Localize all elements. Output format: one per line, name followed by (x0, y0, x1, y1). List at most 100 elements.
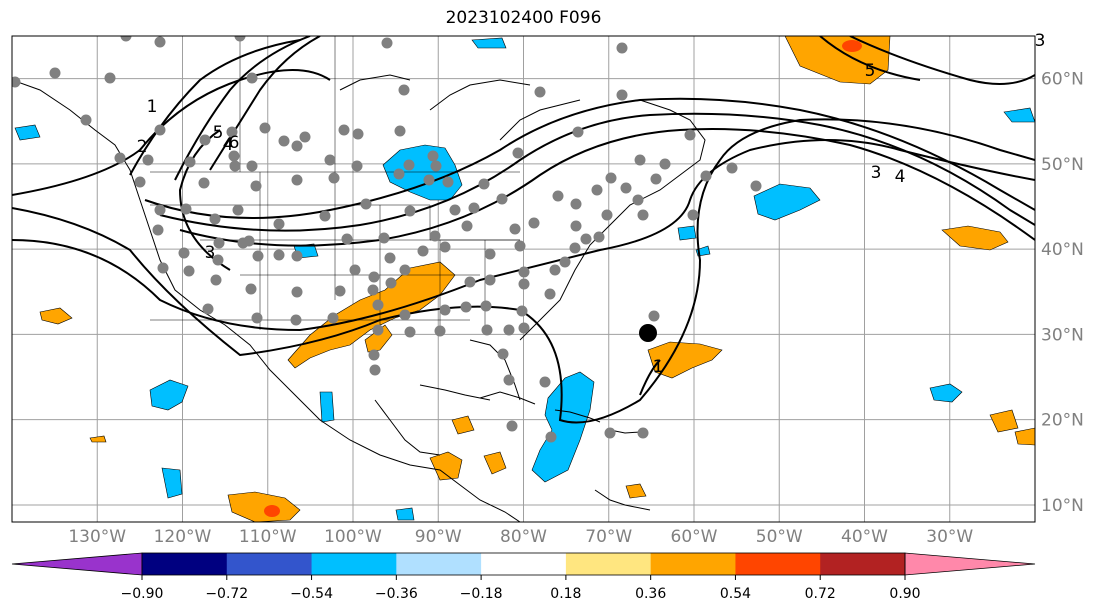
station-dot (199, 134, 211, 146)
station-dot (518, 322, 530, 334)
station-dot (212, 254, 224, 266)
station-dot (417, 245, 429, 257)
station-dot (423, 174, 435, 186)
station-dot (442, 176, 454, 188)
station-dot (368, 271, 380, 283)
station-dot (637, 209, 649, 221)
station-dot (229, 160, 241, 172)
latitude-tick-label: 40°N (1041, 240, 1084, 260)
station-dot (591, 184, 603, 196)
station-dot (506, 420, 518, 432)
station-dot (245, 283, 257, 295)
colorbar-segment (565, 553, 652, 575)
contour-value-label: 1 (147, 97, 158, 117)
station-dot (299, 131, 311, 143)
station-dot (273, 249, 285, 261)
station-dot (604, 427, 616, 439)
station-dot (142, 154, 154, 166)
station-dot (232, 204, 244, 216)
station-dot (178, 247, 190, 259)
station-dot (509, 223, 521, 235)
contour-value-label: 5 (213, 123, 224, 143)
station-dot (152, 224, 164, 236)
longitude-tick-label: 40°W (841, 527, 888, 547)
colorbar-segment (396, 553, 482, 575)
longitude-tick-label: 50°W (756, 527, 803, 547)
station-dot (439, 241, 451, 253)
station-dot (291, 174, 303, 186)
station-dot (334, 285, 346, 297)
strong-anomaly-regions (264, 40, 862, 517)
colorbar: −0.90 −0.72 −0.54 −0.36 −0.18 0.18 0.36 0.54 0.7… (11, 552, 1036, 602)
station-dot (632, 194, 644, 206)
station-dot (338, 124, 350, 136)
contour-value-label: 3 (205, 243, 216, 263)
colorbar-tick-label: −0.72 (205, 586, 248, 602)
station-dot (637, 427, 649, 439)
map-frame (11, 35, 1036, 523)
station-dot (593, 231, 605, 243)
station-dot (427, 150, 439, 162)
station-dot (570, 198, 582, 210)
station-dot (616, 42, 628, 54)
station-dot (404, 326, 416, 338)
station-dot (184, 156, 196, 168)
station-dot (545, 431, 557, 443)
station-dot (228, 150, 240, 162)
station-dot (659, 158, 671, 170)
station-dot (273, 218, 285, 230)
station-dot (601, 209, 613, 221)
colorbar-tick-label: 0.54 (720, 586, 751, 602)
station-dot (234, 36, 246, 42)
station-dot (80, 114, 92, 126)
latitude-tick-label: 30°N (1041, 325, 1084, 345)
station-dot (372, 299, 384, 311)
station-dot (183, 265, 195, 277)
longitude-tick-label: 110°W (239, 527, 297, 547)
station-dot (243, 235, 255, 247)
colorbar-tick-label: −0.54 (290, 586, 333, 602)
station-dot (246, 72, 258, 84)
station-dot (726, 162, 738, 174)
contour-value-label: 5 (865, 61, 876, 81)
latitude-tick-label: 60°N (1041, 70, 1084, 90)
contour-lines (12, 36, 1035, 424)
colorbar-segment (650, 553, 736, 575)
station-dot (503, 324, 515, 336)
station-dot (559, 256, 571, 268)
station-dot (539, 376, 551, 388)
station-dot (534, 86, 546, 98)
station-dot (687, 209, 699, 221)
station-dot (480, 300, 492, 312)
station-dot (12, 76, 21, 88)
station-dot (399, 264, 411, 276)
longitude-tick-label: 60°W (671, 527, 718, 547)
station-dot (549, 264, 561, 276)
station-dot (49, 67, 61, 79)
station-dot (324, 154, 336, 166)
station-dot (434, 325, 446, 337)
contour-value-label: 3 (871, 163, 882, 183)
station-dot (226, 126, 238, 138)
station-dot (512, 147, 524, 159)
station-dot (605, 172, 617, 184)
longitude-tick-label: 100°W (324, 527, 382, 547)
station-dot (157, 262, 169, 274)
station-dot (616, 89, 628, 101)
station-dot (518, 266, 530, 278)
station-dot (381, 37, 393, 49)
negative-anomaly-regions (14, 37, 1035, 521)
station-dot (478, 178, 490, 190)
station-dot (514, 240, 526, 252)
station-dot (449, 204, 461, 216)
colorbar-tick-label: 0.90 (889, 586, 920, 602)
station-dot (252, 250, 264, 262)
station-dot (154, 204, 166, 216)
colorbar-tick-label: 0.18 (550, 586, 581, 602)
station-dot (464, 276, 476, 288)
station-dot (278, 135, 290, 147)
colorbar-segment (226, 553, 313, 575)
station-dot (648, 310, 660, 322)
